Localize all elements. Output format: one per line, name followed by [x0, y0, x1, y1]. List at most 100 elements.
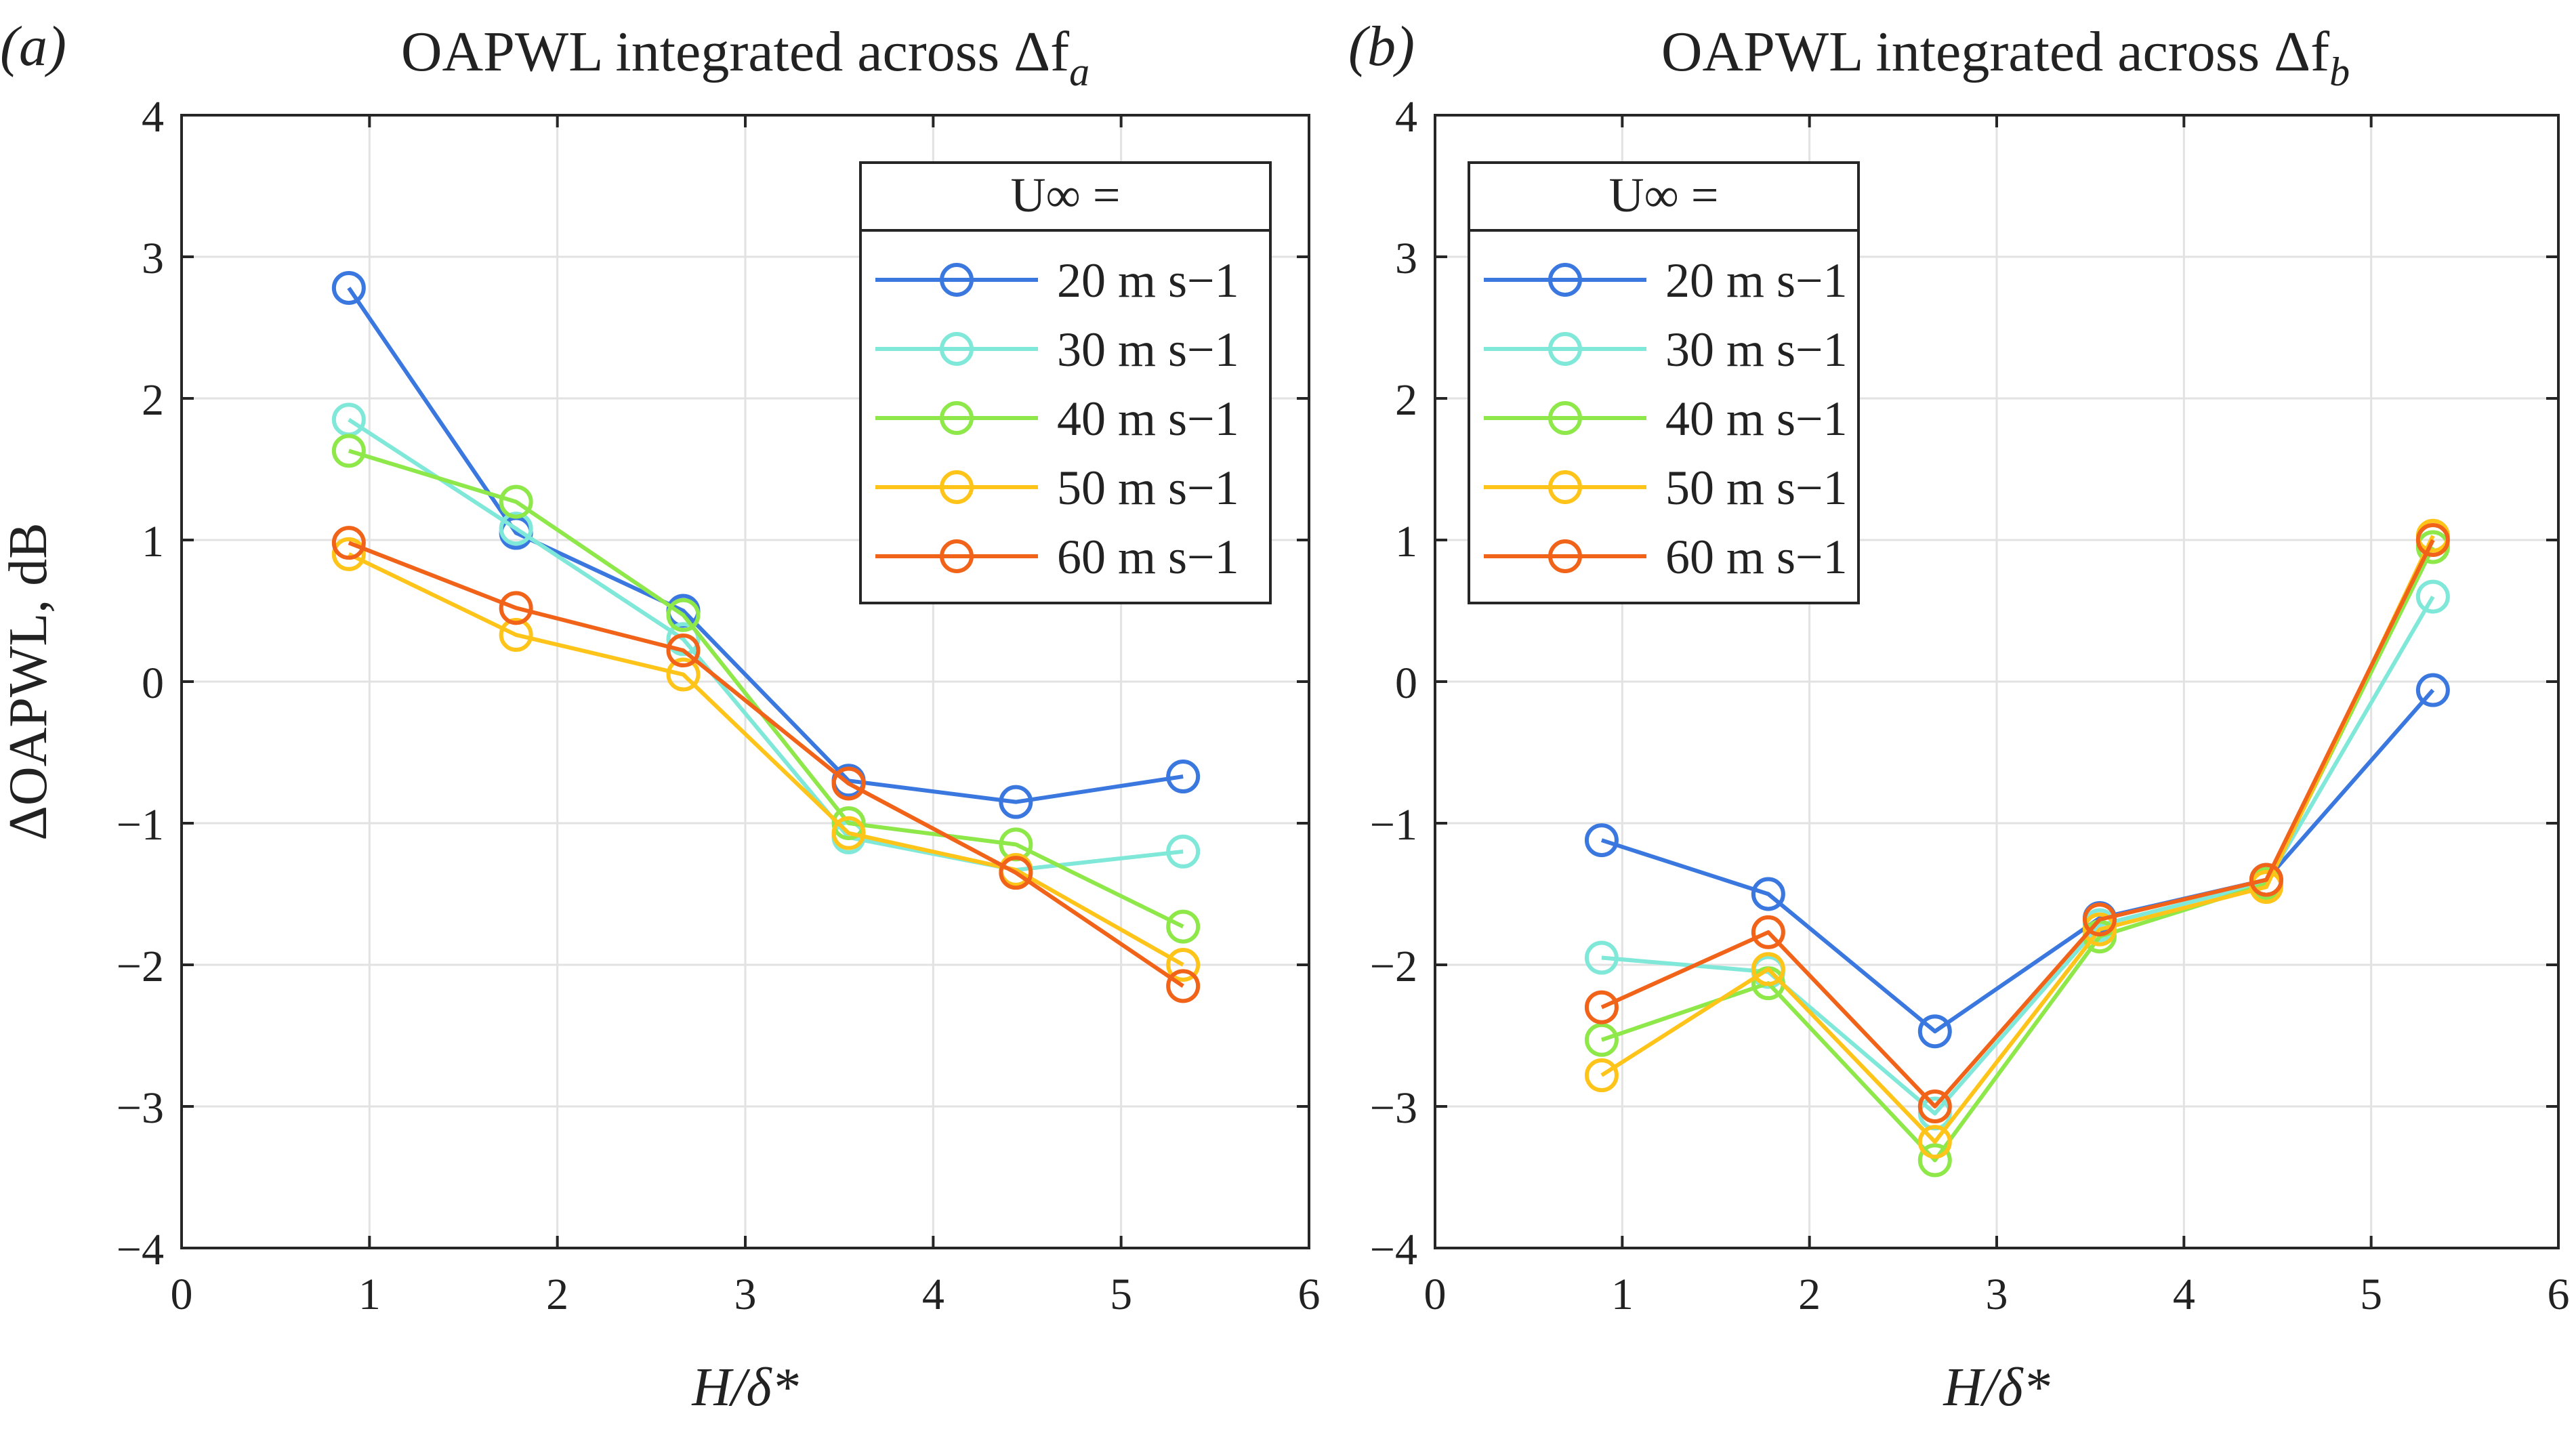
legend-label: 20 m s−1 [1665, 253, 1848, 308]
legend-label: 30 m s−1 [1665, 323, 1848, 377]
panel-b: 0 1 2 3 4 5 6 4 3 2 1 0 −1 −2 −3 −4 (b) OAPWL integrated … [1348, 15, 2570, 1417]
data-point [1584, 823, 1619, 858]
data-point [831, 806, 866, 840]
data-point [666, 633, 701, 668]
x-tick-label: 2 [1798, 1270, 1821, 1319]
data-point [999, 785, 1033, 819]
data-point [1166, 760, 1201, 794]
x-tick-label: 3 [1986, 1270, 2008, 1319]
x-axis-label-text: H/δ* [691, 1358, 798, 1417]
y-tick-label: 4 [1395, 92, 1417, 142]
legend-item: 60 m s−1 [875, 530, 1239, 584]
data-point [2415, 523, 2450, 557]
y-tick-label: −4 [1370, 1225, 1417, 1274]
data-point [1584, 990, 1619, 1024]
data-point [2415, 579, 2450, 614]
y-axis-label: ΔOAPWL, dB [0, 522, 58, 840]
series-line [348, 552, 1184, 967]
data-point [2415, 673, 2450, 707]
y-tick-label: 0 [142, 659, 164, 708]
legend-item: 50 m s−1 [875, 461, 1239, 515]
data-point [499, 484, 533, 519]
x-tick-label: 2 [546, 1270, 568, 1319]
y-tick-label: 2 [142, 375, 164, 425]
y-tick-label: −1 [117, 800, 164, 850]
series-4 [1584, 518, 2450, 1159]
series-line [348, 541, 1184, 988]
data-point [2082, 912, 2117, 947]
legend-label: 60 m s−1 [1665, 530, 1848, 584]
chart-title-subscript: b [2329, 49, 2350, 94]
panel-label: (b) [1348, 15, 1415, 78]
series-line [1601, 596, 2435, 1116]
legend-item: 30 m s−1 [875, 323, 1239, 377]
data-point [1584, 940, 1619, 975]
legend-marker [940, 332, 974, 366]
legend-item: 30 m s−1 [1484, 323, 1848, 377]
legend-title: U∞ = [1609, 168, 1719, 222]
y-tick-label: −2 [117, 942, 164, 991]
data-point [1166, 969, 1201, 1003]
data-point [666, 657, 701, 692]
y-tick-label: 1 [1395, 517, 1417, 566]
x-tick-label: 0 [1424, 1270, 1447, 1319]
chart-title-text: OAPWL integrated across Δf [401, 20, 1069, 83]
data-point [999, 856, 1033, 890]
y-tick-label: 0 [1395, 659, 1417, 708]
series-5 [1584, 523, 2450, 1123]
legend-marker [940, 470, 974, 504]
chart-title: OAPWL integrated across Δfa [401, 20, 1089, 94]
y-tick-label: −4 [117, 1225, 164, 1274]
legend-item: 50 m s−1 [1484, 461, 1848, 515]
x-axis-label-text: H/δ* [1943, 1358, 2050, 1417]
y-tick-label: 3 [142, 234, 164, 283]
data-point [831, 766, 866, 801]
y-tick-label: −1 [1370, 800, 1417, 850]
legend-marker [940, 539, 974, 573]
y-tick-label: −3 [117, 1083, 164, 1133]
x-tick-label: 4 [922, 1270, 944, 1319]
data-point [2249, 863, 2283, 897]
data-point [1751, 915, 1785, 949]
legend-marker [1548, 539, 1582, 573]
data-point [1917, 1089, 1952, 1123]
data-point [831, 816, 866, 850]
series-line [1601, 688, 2435, 1034]
chart-title: OAPWL integrated across Δfb [1661, 20, 2350, 94]
legend-marker [940, 263, 974, 297]
data-point [1917, 1143, 1952, 1178]
x-tick-label: 3 [734, 1270, 757, 1319]
data-point [331, 270, 366, 305]
x-tick-label: 1 [1611, 1270, 1634, 1319]
data-point [499, 512, 533, 546]
legend-label: 50 m s−1 [1057, 461, 1239, 515]
chart-title-text: OAPWL integrated across Δf [1661, 20, 2329, 83]
data-point [499, 591, 533, 625]
data-point [331, 434, 366, 468]
x-tick-label: 1 [358, 1270, 381, 1319]
legend-item: 40 m s−1 [875, 392, 1239, 446]
series-line [348, 417, 1184, 872]
data-point [1917, 1014, 1952, 1049]
legend-label: 20 m s−1 [1057, 253, 1239, 308]
legend-marker [940, 401, 974, 435]
data-point [331, 537, 366, 571]
data-point [1751, 877, 1785, 911]
legend-box [859, 161, 1272, 604]
legend-item: 60 m s−1 [1484, 530, 1848, 584]
data-point [1751, 952, 1785, 986]
series-4 [331, 537, 1201, 982]
data-point [1584, 1058, 1619, 1093]
data-point [1166, 834, 1201, 869]
legend-item: 40 m s−1 [1484, 392, 1848, 446]
chart-title-subscript: a [1069, 49, 1089, 94]
panel-label: (a) [0, 15, 66, 78]
x-tick-label: 6 [1298, 1270, 1321, 1319]
panel-a: 0 1 2 3 4 5 6 4 3 2 1 0 −1 −2 −3 −4 (a) OAPWL integrated … [0, 15, 1321, 1417]
data-point [666, 598, 701, 632]
data-point [499, 618, 533, 652]
series-line [1600, 539, 2435, 1108]
legend: U∞ = 20 m s−1 30 m s−1 40 m s−1 50 m s−1 60 m… [1468, 161, 1860, 604]
series-5 [331, 526, 1201, 1003]
